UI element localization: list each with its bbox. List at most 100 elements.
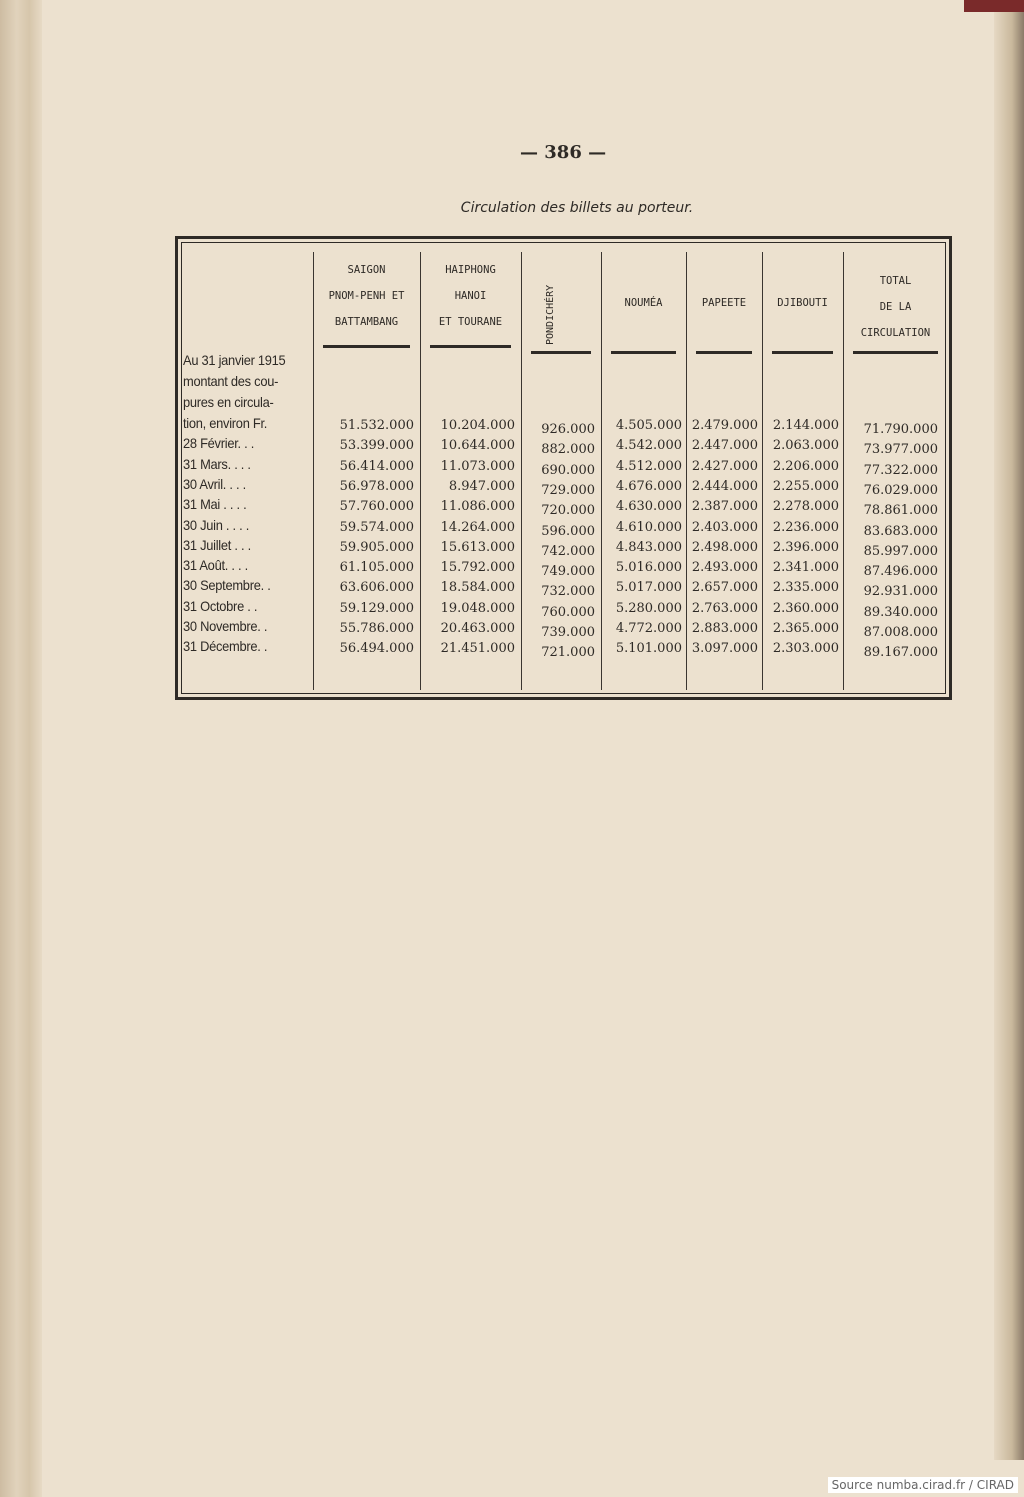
- table-cell: 4.843.000: [615, 539, 682, 555]
- table-cell: 2.427.000: [691, 458, 758, 474]
- column-rule: [843, 252, 844, 690]
- table-cell: 690.000: [541, 462, 595, 478]
- table-cell: 720.000: [541, 503, 595, 519]
- table-cell: 2.447.000: [691, 438, 758, 454]
- header-underline: [853, 351, 938, 354]
- row-label: 31 Décembre. .: [183, 638, 268, 655]
- table-cell: 51.532.000: [339, 418, 414, 433]
- table-cell: 2.063.000: [772, 438, 839, 454]
- row-label: 30 Septembre. .: [183, 577, 271, 594]
- row-label-intro: montant des cou-: [183, 373, 279, 389]
- column-header-line: PAPEETE: [701, 297, 747, 309]
- column-rule: [686, 252, 687, 690]
- table-cell: 8.947.000: [448, 478, 515, 494]
- table-cell: 2.396.000: [772, 539, 839, 555]
- table-cell: 4.630.000: [615, 499, 682, 515]
- table-cell: 5.280.000: [615, 600, 682, 616]
- table-cell: 77.322.000: [863, 462, 938, 478]
- column-header-line: TOTAL: [879, 275, 912, 287]
- table-cell: 59.129.000: [339, 600, 414, 616]
- table-cell: 4.505.000: [615, 418, 682, 433]
- table-cell: 732.000: [541, 584, 595, 600]
- table-cell: 78.861.000: [863, 503, 938, 519]
- table-cell: 53.399.000: [339, 438, 414, 454]
- table-cell: 18.584.000: [440, 580, 515, 596]
- row-label-intro: Au 31 janvier 1915: [183, 352, 286, 368]
- column-header-line: PNOM-PENH ET: [328, 290, 405, 302]
- header-underline: [430, 345, 511, 348]
- table-cell: 59.574.000: [339, 519, 414, 535]
- column-header-line: HAIPHONG: [445, 264, 496, 276]
- table-cell: 742.000: [541, 543, 595, 559]
- column-header: DJIBOUTI: [762, 290, 843, 316]
- table-cell: 882.000: [541, 442, 595, 458]
- table-cell: 20.463.000: [440, 621, 515, 636]
- row-label: 30 Novembre. .: [183, 618, 268, 634]
- table-cell: 2.144.000: [772, 418, 839, 433]
- table-cell: 83.683.000: [863, 523, 938, 539]
- table-cell: 21.451.000: [440, 641, 515, 657]
- table-cell: 15.613.000: [440, 539, 515, 555]
- row-label: 31 Juillet . . .: [183, 536, 251, 553]
- table-cell: 2.303.000: [772, 641, 839, 657]
- table-cell: 4.542.000: [615, 438, 682, 454]
- table-cell: 721.000: [541, 645, 595, 661]
- table-cell: 55.786.000: [339, 621, 414, 636]
- table-cell: 2.498.000: [691, 539, 758, 555]
- column-header: PONDICHÉRY: [545, 284, 556, 345]
- table-cell: 5.016.000: [615, 560, 682, 576]
- column-header: PAPEETE: [686, 290, 762, 316]
- table-cell: 2.493.000: [691, 560, 758, 576]
- column-rule: [762, 252, 763, 690]
- table-cell: 2.236.000: [772, 519, 839, 535]
- table-cell: 92.931.000: [863, 584, 938, 600]
- table-cell: 4.610.000: [615, 519, 682, 535]
- table-cell: 59.905.000: [339, 539, 414, 555]
- table-cell: 596.000: [541, 523, 595, 539]
- binding-edge: [994, 0, 1024, 1460]
- table-cell: 2.360.000: [772, 600, 839, 616]
- table-cell: 5.101.000: [615, 641, 682, 657]
- header-underline: [611, 351, 676, 354]
- table-cell: 2.206.000: [772, 458, 839, 474]
- table-cell: 2.365.000: [772, 621, 839, 636]
- table-cell: 85.997.000: [863, 543, 938, 559]
- column-rule: [420, 252, 421, 690]
- column-header-line: DE LA: [879, 301, 912, 313]
- table-cell: 10.644.000: [440, 438, 515, 454]
- table-cell: 5.017.000: [615, 580, 682, 596]
- table-cell: 10.204.000: [440, 418, 515, 433]
- row-label: tion, environ Fr.: [183, 415, 268, 431]
- row-label: 30 Juin . . . .: [183, 516, 250, 533]
- table-cell: 4.512.000: [615, 458, 682, 474]
- table-title: Circulation des billets au porteur.: [460, 200, 694, 216]
- row-label: 28 Février. . .: [183, 435, 255, 452]
- table-cell: 73.977.000: [863, 442, 938, 458]
- table-cell: 89.167.000: [863, 645, 938, 661]
- column-header: HAIPHONG HANOI ET TOURANE: [420, 257, 521, 335]
- table-cell: 14.264.000: [440, 519, 515, 535]
- column-rule: [313, 252, 314, 690]
- table-cell: 15.792.000: [440, 560, 515, 576]
- table-cell: 71.790.000: [863, 422, 938, 437]
- header-underline: [531, 351, 591, 354]
- column-header-line: CIRCULATION: [860, 327, 931, 339]
- column-rule: [521, 252, 522, 690]
- table-cell: 926.000: [541, 422, 595, 437]
- column-header: NOUMÉA: [601, 290, 686, 316]
- table-cell: 89.340.000: [863, 604, 938, 620]
- table-cell: 61.105.000: [339, 560, 414, 576]
- row-label: 31 Mars. . . .: [183, 455, 251, 472]
- page-number: — 386 —: [520, 142, 607, 163]
- table-cell: 2.335.000: [772, 580, 839, 596]
- column-header-line: HANOI: [454, 290, 487, 302]
- column-header-line: NOUMÉA: [624, 297, 663, 309]
- row-label: 31 Août. . . .: [183, 557, 248, 574]
- table-cell: 2.387.000: [691, 499, 758, 515]
- table-cell: 57.760.000: [339, 499, 414, 515]
- table-cell: 2.444.000: [691, 478, 758, 494]
- table-cell: 87.496.000: [863, 564, 938, 580]
- row-label: 31 Octobre . .: [183, 597, 258, 614]
- table-cell: 4.676.000: [615, 478, 682, 494]
- column-header: TOTAL DE LA CIRCULATION: [843, 268, 948, 346]
